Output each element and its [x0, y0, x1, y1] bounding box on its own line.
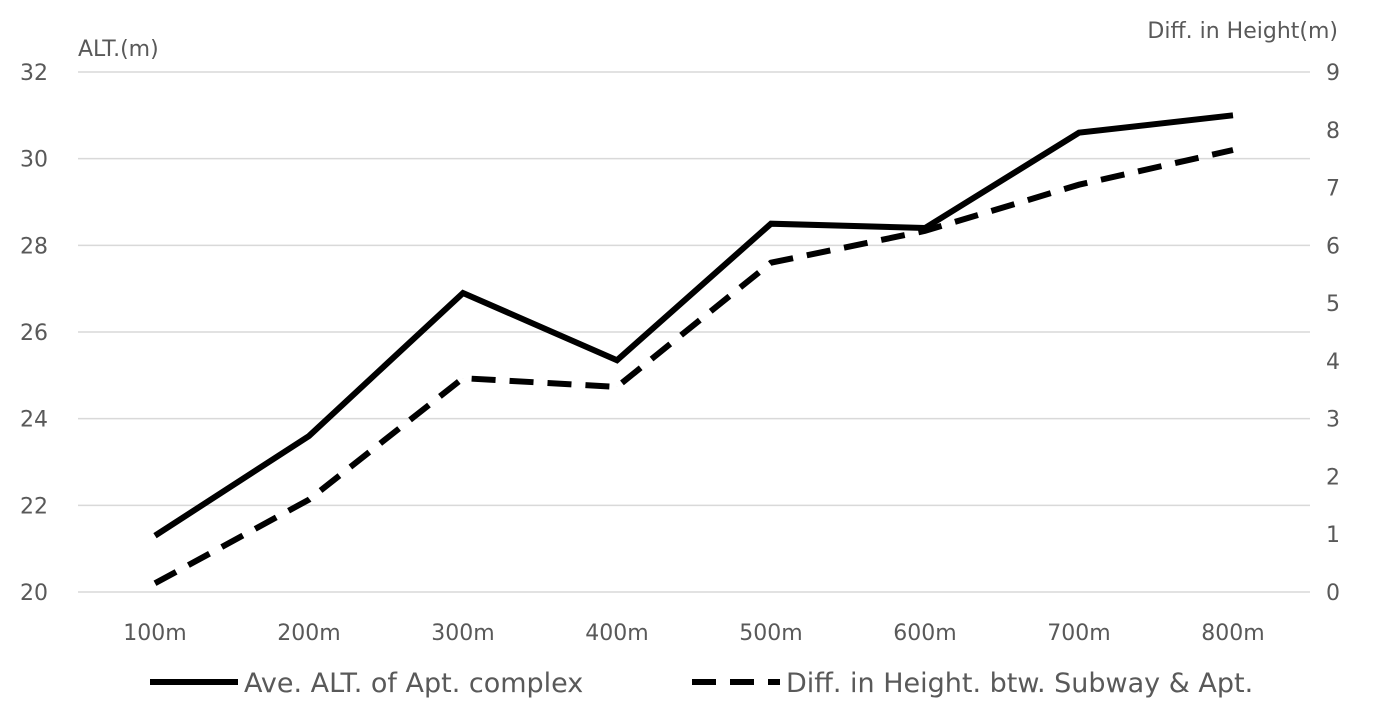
left-tick-label-24: 24 [20, 408, 48, 433]
right-tick-label-8: 8 [1326, 119, 1340, 144]
legend-label-diff-height: Diff. in Height. btw. Subway & Apt. [786, 668, 1253, 699]
left-tick-label-30: 30 [20, 148, 48, 173]
right-tick-label-4: 4 [1326, 350, 1340, 375]
x-tick-label-600m: 600m [893, 621, 956, 646]
right-tick-label-6: 6 [1326, 234, 1340, 259]
left-tick-label-32: 32 [20, 61, 48, 86]
right-axis-title: Diff. in Height(m) [1147, 19, 1338, 44]
right-tick-label-7: 7 [1326, 177, 1340, 202]
x-tick-label-300m: 300m [431, 621, 494, 646]
left-axis-ticks: 20 22 24 26 28 30 32 [20, 61, 48, 606]
x-tick-label-800m: 800m [1201, 621, 1264, 646]
x-tick-label-700m: 700m [1047, 621, 1110, 646]
left-tick-label-20: 20 [20, 581, 48, 606]
x-tick-label-200m: 200m [277, 621, 340, 646]
left-axis-title: ALT.(m) [78, 37, 159, 62]
left-tick-label-28: 28 [20, 234, 48, 259]
right-tick-label-9: 9 [1326, 61, 1340, 86]
left-tick-label-26: 26 [20, 321, 48, 346]
gridlines [78, 71, 1310, 593]
x-tick-label-500m: 500m [739, 621, 802, 646]
x-axis-ticks: 100m 200m 300m 400m 500m 600m 700m 800m [123, 621, 1264, 646]
right-axis-ticks: 0 1 2 3 4 5 6 7 8 9 [1326, 61, 1340, 606]
series-group [153, 112, 1234, 586]
legend: Ave. ALT. of Apt. complex Diff. in Heigh… [150, 668, 1253, 699]
series-line-ave-alt-of-apt-complex [153, 112, 1234, 539]
x-tick-label-400m: 400m [585, 621, 648, 646]
right-tick-label-0: 0 [1326, 581, 1340, 606]
series-line-diff-in-height-btw-subway-apt [153, 147, 1234, 586]
legend-label-ave-alt: Ave. ALT. of Apt. complex [244, 668, 583, 699]
right-tick-label-3: 3 [1326, 408, 1340, 433]
left-tick-label-22: 22 [20, 494, 48, 519]
x-tick-label-100m: 100m [123, 621, 186, 646]
right-tick-label-5: 5 [1326, 292, 1340, 317]
right-tick-label-2: 2 [1326, 465, 1340, 490]
right-tick-label-1: 1 [1326, 523, 1340, 548]
